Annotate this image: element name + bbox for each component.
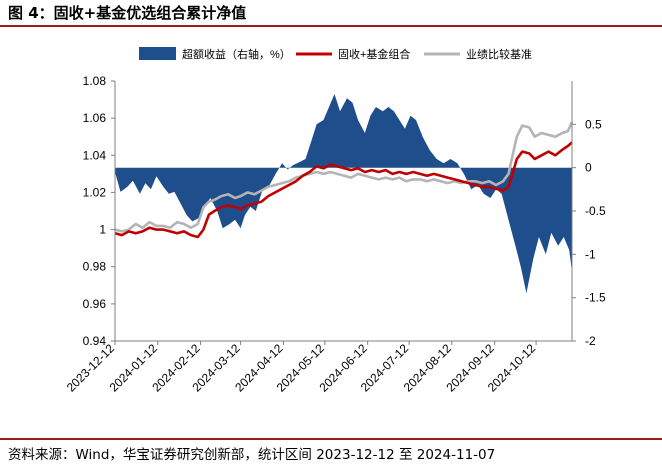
right-tick-label: -1 (585, 247, 596, 261)
nav-chart: 0.94 0.96 0.98 1 1.02 1.04 1.06 1.08 -2 -1.5 -1 -0.… (64, 47, 606, 395)
excess-return-area (115, 94, 572, 294)
left-tick-label: 1.04 (83, 148, 107, 162)
legend-label-benchmark: 业绩比较基准 (466, 47, 532, 61)
portfolio-line (114, 141, 573, 239)
legend-label-portfolio: 固收+基金组合 (338, 47, 410, 61)
excess-return-layer (115, 94, 572, 294)
left-tick-label: 0.98 (83, 260, 107, 274)
source-note: 资料来源：Wind，华宝证券研究创新部，统计区间 2023-12-12 至 20… (8, 447, 496, 463)
left-tick-label: 1.02 (83, 185, 107, 199)
legend-label-excess: 超额收益（右轴，%） (182, 47, 291, 61)
benchmark-line (114, 121, 574, 233)
figure-title: 图 4：固收+基金优选组合累计净值 (8, 4, 247, 22)
left-tick-label: 0.94 (83, 334, 107, 348)
left-tick-label: 1.06 (83, 111, 107, 125)
right-tick-label: -0.5 (585, 204, 606, 218)
right-tick-label: 0 (585, 161, 592, 175)
left-tick-label: 1.08 (83, 74, 107, 88)
chart-legend: 超额收益（右轴，%） 固收+基金组合 业绩比较基准 (139, 47, 532, 61)
left-tick-label: 0.96 (83, 297, 107, 311)
legend-swatch-excess (139, 47, 176, 60)
left-tick-label: 1 (99, 223, 106, 237)
right-tick-label: 0.5 (585, 117, 602, 131)
footer-divider (0, 438, 662, 440)
right-tick-label: -2 (585, 334, 596, 348)
nav-lines-layer (114, 121, 574, 239)
right-tick-label: -1.5 (585, 291, 606, 305)
title-divider (0, 25, 662, 27)
